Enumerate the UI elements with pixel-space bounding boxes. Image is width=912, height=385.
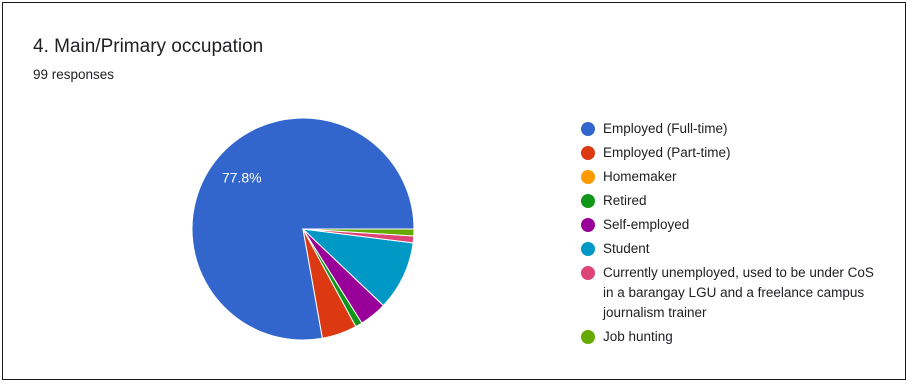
legend-label: Self-employed: [603, 217, 690, 232]
legend-swatch: [581, 330, 595, 344]
response-count: 99 responses: [33, 67, 115, 82]
pie-slice-7[interactable]: [302, 228, 415, 237]
legend-label: Student: [603, 241, 650, 256]
legend-swatch: [581, 218, 595, 232]
legend-label: Retired: [603, 193, 647, 208]
chart-title: 4. Main/Primary occupation: [33, 36, 264, 57]
legend-label: Employed (Full-time): [603, 121, 728, 136]
legend-item[interactable]: Homemaker: [581, 167, 881, 187]
legend-swatch: [581, 122, 595, 136]
legend-item[interactable]: Currently unemployed, used to be under C…: [581, 263, 881, 323]
legend-item[interactable]: Employed (Part-time): [581, 143, 881, 163]
legend-item[interactable]: Self-employed: [581, 215, 881, 235]
slice-percentage-label: 77.8%: [222, 170, 262, 186]
legend-swatch: [581, 194, 595, 208]
legend-label: Currently unemployed, used to be under C…: [603, 265, 874, 320]
legend-item[interactable]: Employed (Full-time): [581, 119, 881, 139]
legend-swatch: [581, 242, 595, 256]
legend-swatch: [581, 146, 595, 160]
pie-chart: 77.8%: [191, 117, 415, 341]
legend-swatch: [581, 170, 595, 184]
legend-label: Job hunting: [603, 329, 673, 344]
legend-item[interactable]: Retired: [581, 191, 881, 211]
legend-item[interactable]: Student: [581, 239, 881, 259]
legend-swatch: [581, 266, 595, 280]
pie-slice-5[interactable]: [301, 228, 414, 307]
legend-label: Homemaker: [603, 169, 677, 184]
chart-card: 4. Main/Primary occupation 99 responses …: [2, 2, 906, 380]
legend-label: Employed (Part-time): [603, 145, 731, 160]
legend-item[interactable]: Job hunting: [581, 327, 881, 347]
chart-legend: Employed (Full-time) Employed (Part-time)…: [581, 119, 881, 351]
